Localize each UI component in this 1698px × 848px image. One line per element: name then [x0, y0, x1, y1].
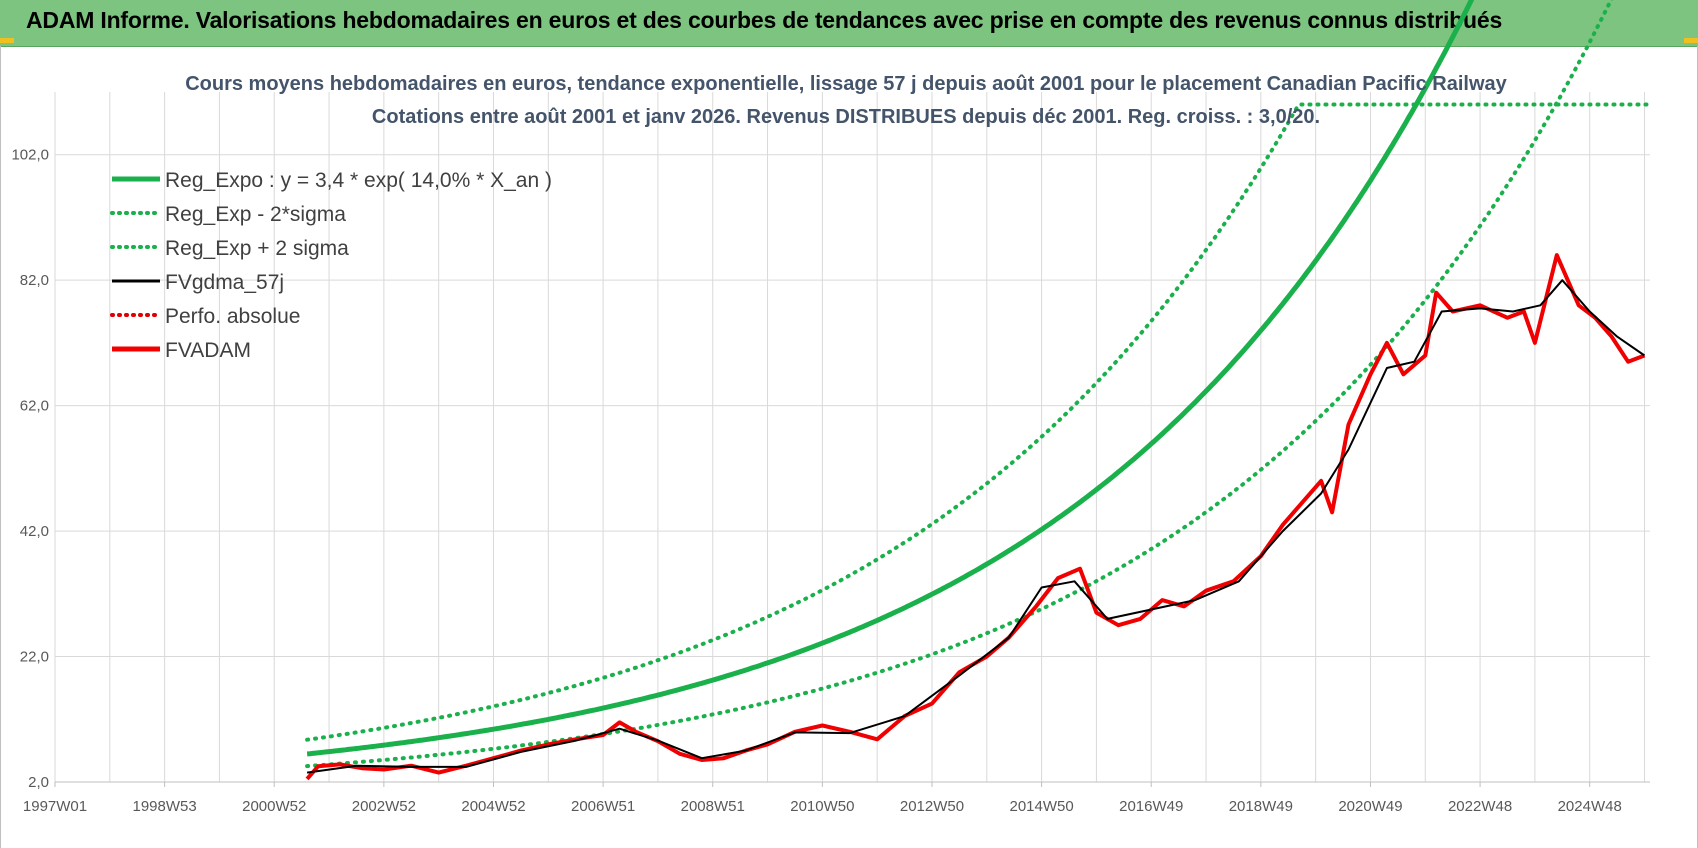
corner-mark-right	[1684, 38, 1698, 43]
series-layer	[305, 0, 1652, 781]
y-tick-label: 22,0	[20, 649, 49, 666]
series-reg-exp-minus-2sigma	[305, 0, 1614, 769]
x-tick-label: 1997W01	[23, 798, 87, 815]
x-tick-label: 1998W53	[133, 798, 197, 815]
series-reg-expo	[306, 0, 1475, 757]
x-tick-label: 2016W49	[1119, 798, 1183, 815]
y-tick-label: 62,0	[20, 398, 49, 415]
x-tick-label: 2000W52	[242, 798, 306, 815]
x-tick-label: 2004W52	[461, 798, 525, 815]
series-reg-exp-plus-2sigma	[305, 102, 1652, 742]
x-tick-label: 2022W48	[1448, 798, 1512, 815]
legend-label: Reg_Expo : y = 3,4 * exp( 14,0% * X_an )	[165, 169, 552, 192]
chart-title-line1: Cours moyens hebdomadaires en euros, ten…	[185, 73, 1507, 95]
x-tick-label: 2002W52	[352, 798, 416, 815]
legend-label: FVADAM	[165, 339, 251, 362]
legend-label: Reg_Exp - 2*sigma	[165, 203, 346, 226]
corner-mark-left	[0, 38, 14, 43]
y-tick-label: 42,0	[20, 523, 49, 540]
legend-label: Perfo. absolue	[165, 305, 300, 328]
report-banner: ADAM Informe. Valorisations hebdomadaire…	[0, 0, 1698, 47]
y-tick-label: 82,0	[20, 272, 49, 289]
y-tick-label: 2,0	[28, 774, 49, 791]
x-tick-label: 2024W48	[1558, 798, 1622, 815]
report-title: ADAM Informe. Valorisations hebdomadaire…	[26, 7, 1503, 33]
x-tick-label: 2008W51	[681, 798, 745, 815]
chart-title-line2: Cotations entre août 2001 et janv 2026. …	[372, 106, 1320, 128]
chart-legend: Reg_Expo : y = 3,4 * exp( 14,0% * X_an )…	[110, 169, 552, 362]
x-tick-label: 2018W49	[1229, 798, 1293, 815]
y-tick-label: 102,0	[11, 147, 49, 164]
x-tick-label: 2014W50	[1009, 798, 1073, 815]
legend-label: Reg_Exp + 2 sigma	[165, 237, 349, 260]
legend-label: FVgdma_57j	[165, 271, 284, 294]
x-tick-label: 2006W51	[571, 798, 635, 815]
x-tick-label: 2020W49	[1338, 798, 1402, 815]
series-fvgdma-57j	[306, 279, 1646, 774]
x-tick-label: 2012W50	[900, 798, 964, 815]
series-fvadam	[305, 253, 1646, 781]
axis-layer: 2,0 22,0 42,0 62,0 82,0 102,0 1997W01 1998W53 20…	[11, 147, 1650, 815]
x-tick-label: 2010W50	[790, 798, 854, 815]
